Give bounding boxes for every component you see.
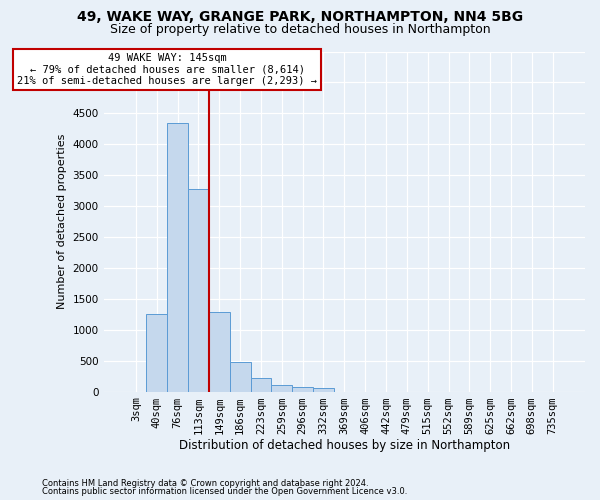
Text: 49, WAKE WAY, GRANGE PARK, NORTHAMPTON, NN4 5BG: 49, WAKE WAY, GRANGE PARK, NORTHAMPTON, … (77, 10, 523, 24)
Y-axis label: Number of detached properties: Number of detached properties (57, 134, 67, 309)
Bar (230, 362, 251, 392)
X-axis label: Distribution of detached houses by size in Northampton: Distribution of detached houses by size … (179, 440, 510, 452)
Text: 49 WAKE WAY: 145sqm
← 79% of detached houses are smaller (8,614)
21% of semi-det: 49 WAKE WAY: 145sqm ← 79% of detached ho… (17, 52, 317, 86)
Bar (188, 189, 209, 392)
Bar (146, 314, 167, 392)
Bar (271, 385, 292, 392)
Text: Size of property relative to detached houses in Northampton: Size of property relative to detached ho… (110, 22, 490, 36)
Bar (313, 388, 334, 392)
Bar (292, 386, 313, 392)
Bar (209, 312, 230, 392)
Text: Contains HM Land Registry data © Crown copyright and database right 2024.: Contains HM Land Registry data © Crown c… (42, 478, 368, 488)
Bar (251, 378, 271, 392)
Bar (167, 122, 188, 392)
Text: Contains public sector information licensed under the Open Government Licence v3: Contains public sector information licen… (42, 487, 407, 496)
